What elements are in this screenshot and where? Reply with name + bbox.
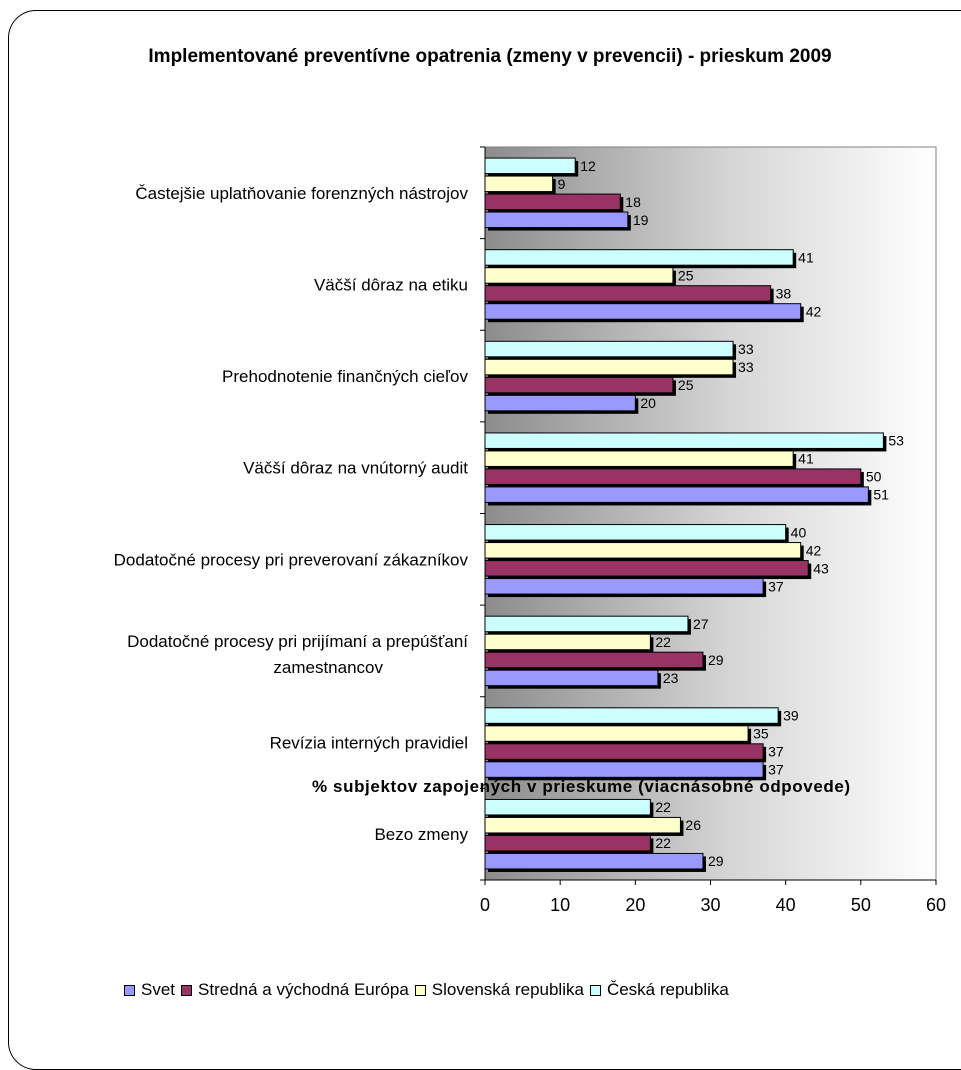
data-label: 12 [580, 158, 596, 174]
data-label: 19 [633, 212, 649, 228]
bar [484, 211, 629, 229]
chart-title: Implementované preventívne opatrenia (zm… [148, 46, 832, 67]
category-label: Väčší dôraz na etiku [314, 275, 468, 294]
legend-label: Slovenská republika [431, 980, 584, 999]
data-label: 53 [888, 433, 904, 449]
data-label: 41 [798, 249, 814, 265]
bar [484, 761, 764, 778]
data-label: 26 [685, 817, 701, 833]
data-label: 29 [708, 652, 724, 668]
bar [484, 725, 749, 742]
data-label: 33 [738, 341, 754, 357]
data-label: 37 [768, 762, 784, 778]
legend: Svet Stredná a východná Európa Slovenská r… [124, 980, 735, 1000]
bar [484, 340, 734, 358]
data-label: 39 [783, 708, 799, 724]
bar [484, 615, 689, 633]
bar [484, 267, 674, 284]
bar [484, 834, 651, 852]
bar [484, 486, 869, 503]
bar [484, 358, 734, 376]
category-label: Častejšie uplatňovanie forenzných nástro… [135, 184, 468, 203]
data-label: 9 [558, 176, 566, 192]
data-label: 18 [625, 194, 641, 210]
bar [484, 376, 674, 394]
x-tick-label: 60 [926, 895, 946, 915]
data-label: 33 [738, 359, 754, 375]
bar [484, 798, 651, 816]
bar [484, 285, 772, 302]
x-tick-label: 20 [625, 895, 645, 915]
x-tick-label: 10 [550, 895, 570, 915]
x-tick-label: 30 [700, 895, 720, 915]
category-label: Väčší dôraz na vnútorný audit [243, 459, 468, 478]
category-label: Prehodnotenie finančných cieľov [222, 367, 468, 386]
bar [484, 524, 787, 541]
bar [484, 450, 794, 467]
data-label: 37 [768, 744, 784, 760]
data-label: 42 [806, 542, 822, 558]
legend-item: Stredná a východná Európa [181, 980, 409, 1000]
bar [484, 560, 809, 577]
legend-item: Svet [124, 980, 175, 1000]
x-tick-label: 0 [480, 895, 490, 915]
bar [484, 432, 884, 449]
data-label: 50 [866, 469, 882, 485]
category-label: Dodatočné procesy pri preverovaní zákazn… [114, 550, 469, 569]
legend-label: Česká republika [606, 980, 729, 999]
bar [484, 394, 636, 412]
data-label: 25 [678, 377, 694, 393]
legend-swatch [414, 984, 426, 996]
x-tick-label: 50 [851, 895, 871, 915]
data-label: 40 [791, 524, 807, 540]
data-label: 22 [655, 634, 671, 650]
data-label: 20 [640, 395, 656, 411]
category-label: Revízia interných pravidiel [270, 734, 468, 753]
bar-chart: Častejšie uplatňovanie forenzných nástro… [114, 146, 946, 915]
bar [484, 669, 659, 687]
data-label: 22 [655, 799, 671, 815]
category-label: Dodatočné procesy pri prijímaní a prepúš… [127, 632, 468, 677]
bar [484, 852, 704, 870]
bar [484, 816, 681, 834]
bar [484, 468, 862, 485]
bar [484, 249, 794, 266]
data-label: 51 [873, 487, 889, 503]
data-label: 25 [678, 267, 694, 283]
data-label: 29 [708, 853, 724, 869]
data-label: 22 [655, 835, 671, 851]
legend-swatch [124, 984, 135, 996]
bar [484, 303, 802, 320]
data-label: 37 [768, 578, 784, 594]
legend-label: Svet [141, 980, 176, 999]
bar [484, 651, 704, 669]
data-label: 23 [663, 670, 679, 686]
legend-swatch [181, 984, 193, 996]
bar [484, 743, 764, 760]
legend-swatch [589, 984, 601, 996]
x-axis-label: % subjektov zapojených v prieskume (viac… [312, 777, 851, 796]
legend-label: Stredná a východná Európa [198, 980, 409, 999]
data-label: 42 [806, 303, 822, 319]
data-label: 35 [753, 726, 769, 742]
bar [484, 633, 651, 651]
data-label: 38 [776, 285, 792, 301]
bar [484, 157, 576, 175]
bar [484, 542, 802, 559]
bar [484, 707, 779, 724]
bar [484, 175, 554, 193]
x-tick-label: 40 [776, 895, 796, 915]
data-label: 41 [798, 451, 814, 467]
data-label: 43 [813, 560, 829, 576]
data-label: 27 [693, 616, 709, 632]
category-label: Bezo zmeny [374, 825, 468, 844]
bar [484, 193, 621, 211]
legend-item: Slovenská republika [414, 980, 584, 1000]
legend-item: Česká republika [589, 980, 729, 1000]
bar [484, 578, 764, 595]
